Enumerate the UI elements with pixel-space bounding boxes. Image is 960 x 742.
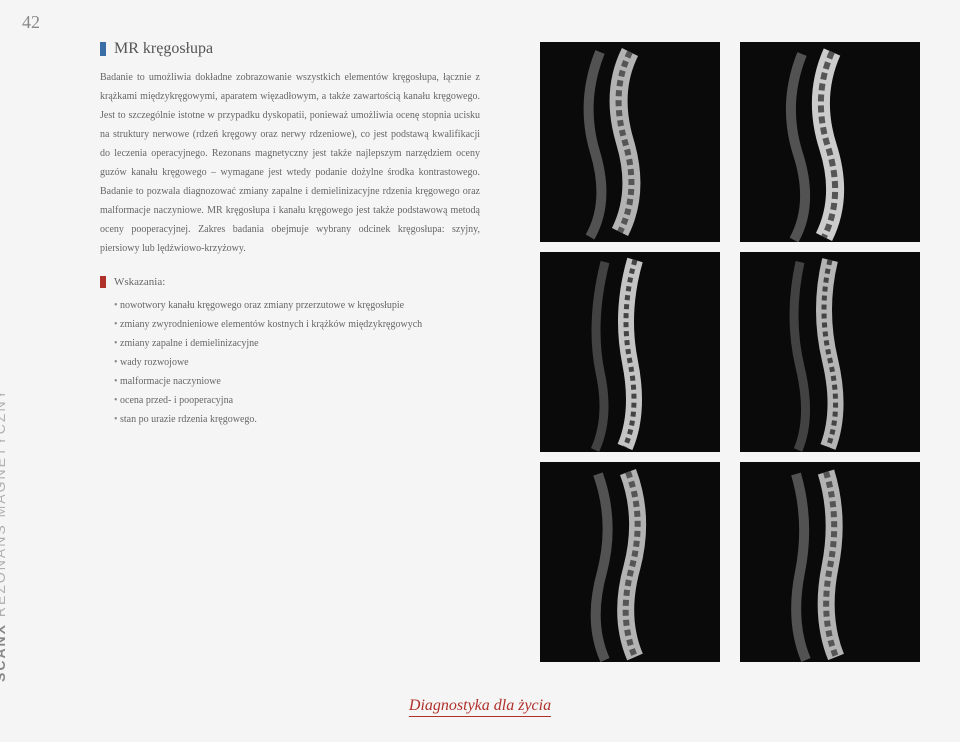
mri-image [740, 252, 920, 452]
spine-icon [740, 252, 920, 452]
list-item: nowotwory kanału kręgowego oraz zmiany p… [114, 296, 480, 315]
main-content: MR kręgosłupa Badanie to umożliwia dokła… [100, 40, 480, 429]
mri-image [740, 42, 920, 242]
list-item: ocena przed- i pooperacyjna [114, 391, 480, 410]
title-marker-icon [100, 42, 106, 56]
image-column-1 [540, 42, 720, 662]
page-number: 42 [22, 12, 40, 33]
indications-title: Wskazania: [100, 276, 480, 288]
spine-icon [740, 462, 920, 662]
list-item: wady rozwojowe [114, 353, 480, 372]
list-item: zmiany zwyrodnieniowe elementów kostnych… [114, 315, 480, 334]
list-item: stan po urazie rdzenia kręgowego. [114, 410, 480, 429]
tagline: Diagnostyka dla życia [409, 697, 551, 717]
image-column-2 [740, 42, 920, 662]
mri-image [740, 462, 920, 662]
spine-icon [540, 42, 720, 242]
mri-image [540, 252, 720, 452]
category-text: REZONANS MAGNETYCZNY [0, 388, 8, 617]
list-item: malformacje naczyniowe [114, 372, 480, 391]
spine-icon [740, 42, 920, 242]
mri-image [540, 462, 720, 662]
title-text: MR kręgosłupa [114, 40, 213, 58]
mri-image [540, 42, 720, 242]
spine-icon [540, 252, 720, 452]
section-title: MR kręgosłupa [100, 40, 480, 58]
indications-title-text: Wskazania: [114, 276, 165, 288]
sidebar-label: SCANX REZONANS MAGNETYCZNY [0, 388, 8, 682]
indication-marker-icon [100, 276, 106, 288]
indications-list: nowotwory kanału kręgowego oraz zmiany p… [100, 296, 480, 429]
body-paragraph: Badanie to umożliwia dokładne zobrazowan… [100, 68, 480, 258]
indications-block: Wskazania: nowotwory kanału kręgowego or… [100, 276, 480, 429]
list-item: zmiany zapalne i demielinizacyjne [114, 334, 480, 353]
spine-icon [540, 462, 720, 662]
brand-text: SCANX [0, 623, 8, 682]
